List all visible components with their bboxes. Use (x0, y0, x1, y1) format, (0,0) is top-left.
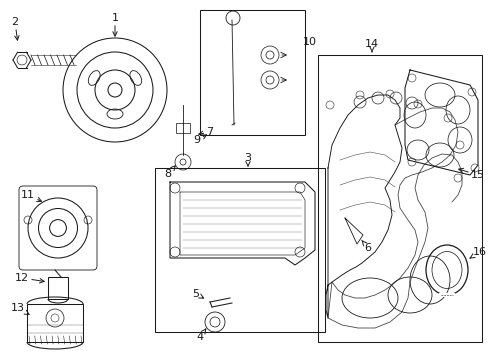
Text: 13: 13 (11, 303, 29, 314)
Text: 12: 12 (15, 273, 44, 283)
Text: 2: 2 (11, 17, 19, 40)
Text: 9: 9 (194, 135, 207, 145)
Text: 15: 15 (459, 168, 485, 180)
Bar (200, 10, 305, 135)
Text: 7: 7 (199, 127, 214, 137)
Text: 11: 11 (21, 190, 42, 202)
Text: 14: 14 (365, 39, 379, 52)
Bar (176, 123, 190, 133)
Text: 16: 16 (470, 247, 487, 258)
Text: 1: 1 (112, 13, 119, 36)
Text: 3: 3 (245, 153, 251, 166)
Text: 4: 4 (196, 329, 206, 342)
Bar (318, 55, 482, 342)
Bar (27, 304, 83, 342)
Text: 6: 6 (362, 240, 371, 253)
Text: 8: 8 (165, 166, 175, 179)
Text: 10: 10 (303, 37, 317, 47)
Bar (155, 168, 325, 332)
Bar (48, 277, 68, 299)
Text: 5: 5 (193, 289, 204, 299)
